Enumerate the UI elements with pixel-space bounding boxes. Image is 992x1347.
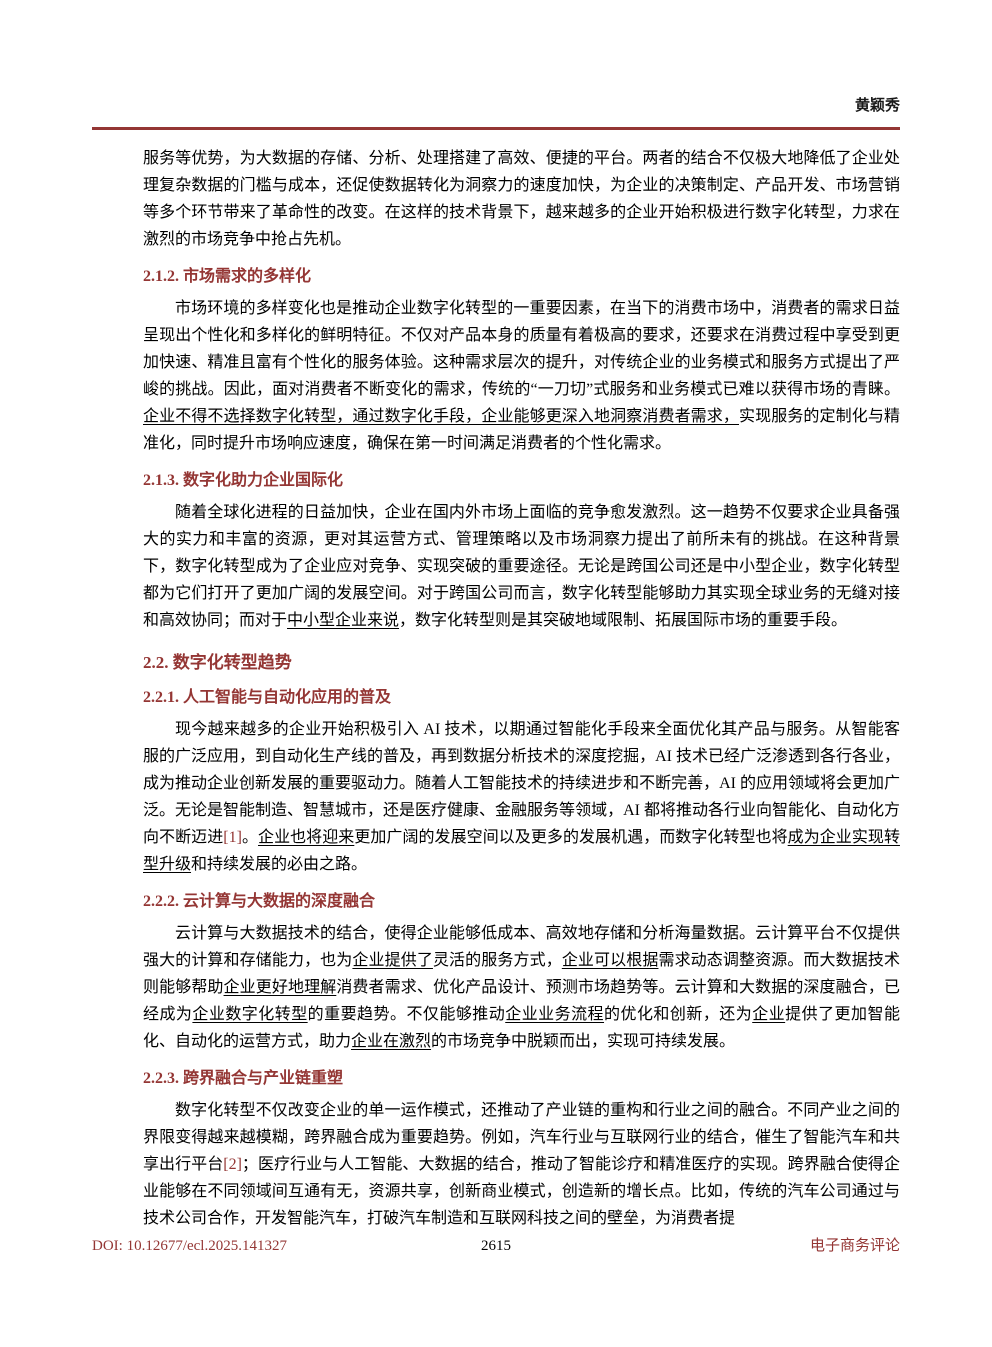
text-run: 中小型企业来说 — [287, 612, 400, 629]
text-run: 企业业务流程 — [505, 1006, 605, 1023]
header-rule — [92, 127, 900, 130]
section-heading: 2.1.3. 数字化助力企业国际化 — [143, 472, 344, 489]
text-run: 提供了更加智能化、自动化的运营方式，助力 — [143, 1006, 900, 1050]
doi-link[interactable]: DOI: 10.12677/ecl.2025.141327 — [92, 1238, 287, 1254]
section-heading: 2.2.3. 跨界融合与产业链重塑 — [143, 1070, 344, 1087]
text-run: 企业提供了 — [352, 952, 433, 969]
article-body: 服务等优势，为大数据的存储、分析、处理搭建了高效、便捷的平台。两者的结合不仅极大… — [92, 145, 900, 1232]
text-run: 企业不得不选择数字化转型，通过数字化手段，企业能够更深入地洞察消费者需求， — [143, 408, 739, 425]
journal-name: 电子商务评论 — [809, 1238, 900, 1254]
text-run: 市场环境的多样变化也是推动企业数字化转型的一重要因素，在当下的消费市场中，消费者… — [143, 300, 900, 398]
text-run: 企业数字化转型 — [192, 1006, 308, 1023]
text-run: 服务等优势，为大数据的存储、分析、处理搭建了高效、便捷的平台。两者的结合不仅极大… — [143, 150, 900, 248]
section-heading: 2.2. 数字化转型趋势 — [143, 653, 292, 672]
text-run: 随着全球化进程的日益加快，企业在国内外市场上面临的竞争愈发激烈。这一趋势不仅要求… — [143, 504, 900, 629]
text-run: 数字化转型不仅改变企业的单一运作模式，还推动了产业链的重构和行业之间的融合。不同… — [143, 1102, 900, 1173]
text-run: 企业 — [752, 1006, 786, 1023]
text-run: 企业可以根据 — [561, 952, 659, 969]
section-heading: 2.1.2. 市场需求的多样化 — [143, 268, 312, 285]
text-run: 企业在激烈 — [351, 1033, 432, 1050]
citation-ref[interactable]: [2] — [223, 1156, 242, 1173]
text-run: ，数字化转型则是其突破地域限制、拓展国际市场的重要手段。 — [399, 612, 848, 629]
text-run: 灵活的服务方式， — [432, 952, 562, 969]
body-paragraph: 随着全球化进程的日益加快，企业在国内外市场上面临的竞争愈发激烈。这一趋势不仅要求… — [143, 499, 900, 634]
author-name: 黄颖秀 — [854, 98, 900, 114]
text-run: 的重要趋势。不仅能够推动 — [307, 1006, 506, 1023]
citation-ref[interactable]: [1] — [223, 829, 242, 846]
body-paragraph: 数字化转型不仅改变企业的单一运作模式，还推动了产业链的重构和行业之间的融合。不同… — [143, 1097, 900, 1232]
text-run: 需求动态调整资源。而大数据技术则能够帮助 — [143, 952, 900, 996]
text-run: 的市场竞争中脱颖而出，实现可持续发展。 — [431, 1033, 736, 1050]
page-number: 2615 — [481, 1238, 511, 1254]
text-run: 。 — [241, 829, 259, 846]
text-run: 更加广阔的发展空间以及更多的发展机遇，而数字化转型也将 — [354, 829, 788, 846]
section-heading: 2.2.1. 人工智能与自动化应用的普及 — [143, 689, 392, 706]
body-paragraph: 现今越来越多的企业开始积极引入 AI 技术，以期通过智能化手段来全面优化其产品与… — [143, 716, 900, 878]
text-run: 实现服务的定制化与精准化，同时提升市场响应速度，确保在第一时间满足消费者的个性化… — [143, 408, 900, 452]
text-run: 现今越来越多的企业开始积极引入 AI 技术，以期通过智能化手段来全面优化其产品与… — [143, 721, 900, 846]
body-paragraph: 云计算与大数据技术的结合，使得企业能够低成本、高效地存储和分析海量数据。云计算平… — [143, 920, 900, 1055]
body-paragraph: 服务等优势，为大数据的存储、分析、处理搭建了高效、便捷的平台。两者的结合不仅极大… — [143, 145, 900, 253]
text-run: ；医疗行业与人工智能、大数据的结合，推动了智能诊疗和精准医疗的实现。跨界融合使得… — [143, 1156, 900, 1227]
page-footer: DOI: 10.12677/ecl.2025.141327 2615 电子商务评… — [92, 1236, 900, 1256]
text-run: 和持续发展的必由之路。 — [191, 856, 368, 873]
text-run: 企业更好地理解 — [223, 979, 337, 996]
text-run: 企业也将迎来 — [258, 829, 355, 846]
text-run: 云计算与大数据技术的结合，使得企业能够低成本、高效地存储和分析海量数据。云计算平… — [143, 925, 900, 969]
running-head: 黄颖秀 — [92, 0, 900, 116]
section-heading: 2.2.2. 云计算与大数据的深度融合 — [143, 893, 376, 910]
body-paragraph: 市场环境的多样变化也是推动企业数字化转型的一重要因素，在当下的消费市场中，消费者… — [143, 295, 900, 457]
text-run: 成为企业实现转型升级 — [143, 829, 900, 873]
text-run: 消费者需求、优化产品设计、预测市场趋势等。云计算和大数据的深度融合，已经成为 — [143, 979, 900, 1023]
text-run: 的优化和创新，还为 — [604, 1006, 753, 1023]
